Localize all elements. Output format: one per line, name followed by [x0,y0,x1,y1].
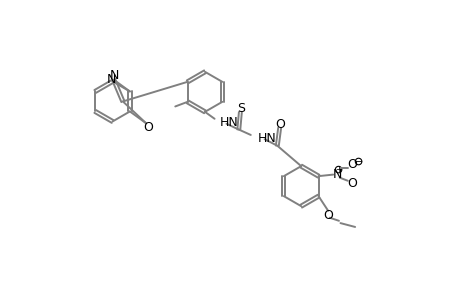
Text: N: N [109,69,118,82]
Text: O: O [275,118,285,131]
Text: O: O [143,121,152,134]
Text: −: − [354,157,362,166]
Text: HN: HN [257,131,276,145]
Text: S: S [237,102,245,115]
Text: HN: HN [219,116,238,129]
Text: O: O [323,209,332,222]
Text: O: O [347,177,357,190]
Text: N: N [332,168,342,181]
Text: +: + [335,165,341,174]
Text: O: O [347,158,357,171]
Text: N: N [107,73,116,86]
